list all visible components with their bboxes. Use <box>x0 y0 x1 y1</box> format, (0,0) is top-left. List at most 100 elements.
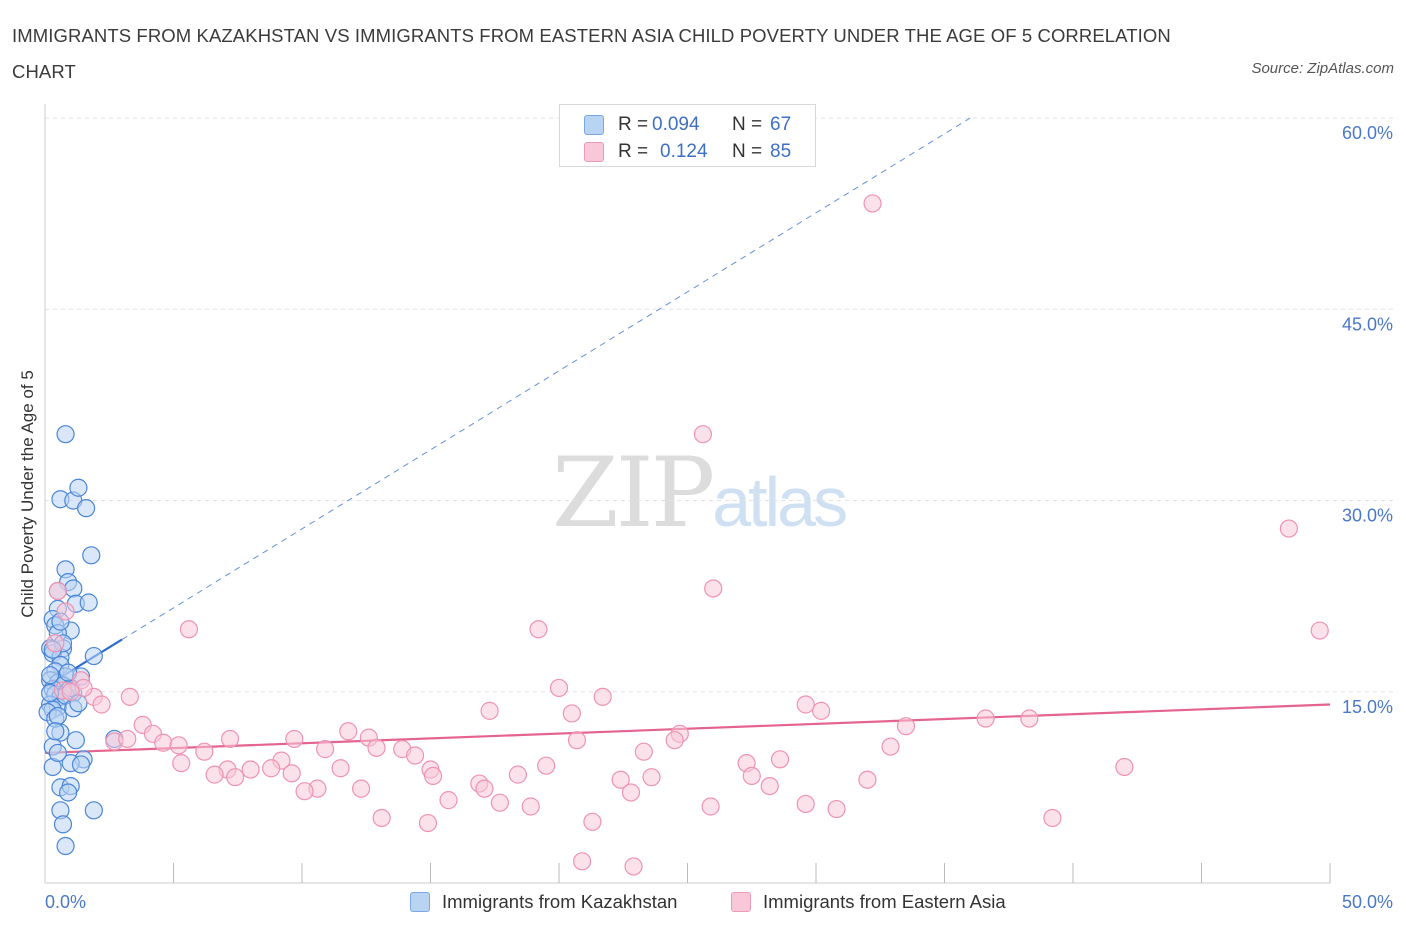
eastern-asia-point <box>241 760 260 779</box>
source-credit: Source: ZipAtlas.com <box>1251 60 1394 77</box>
legend-r-label: R = <box>618 114 649 135</box>
eastern-asia-point <box>521 797 540 816</box>
correlation-legend: R = 0.094 N = 67 R = 0.124 N = 85 <box>559 104 816 167</box>
eastern-asia-point <box>796 794 815 814</box>
kazakhstan-trend-extension <box>121 117 971 640</box>
y-tick-label: 30.0% <box>1342 506 1393 526</box>
eastern-asia-point <box>624 857 643 876</box>
eastern-asia-point <box>621 783 641 802</box>
eastern-asia-point <box>573 852 592 871</box>
legend-n-value: 67 <box>770 114 792 135</box>
eastern-asia-point <box>704 579 723 598</box>
y-tick-label: 15.0% <box>1342 697 1393 717</box>
eastern-asia-point <box>56 602 75 621</box>
eastern-asia-point <box>367 738 386 757</box>
eastern-asia-point <box>339 722 358 741</box>
eastern-asia-point <box>634 742 653 761</box>
y-axis-title: Child Poverty Under the Age of 5 <box>18 370 37 618</box>
eastern-asia-point <box>226 768 245 787</box>
eastern-asia-point <box>1020 709 1039 728</box>
eastern-asia-point <box>220 729 240 749</box>
eastern-asia-point <box>46 634 65 653</box>
kazakhstan-point <box>56 425 75 444</box>
kazakhstan-point <box>66 731 85 750</box>
y-tick-label: 60.0% <box>1342 123 1393 143</box>
bottom-legend-swatch-kazakhstan <box>410 892 430 912</box>
eastern-asia-point <box>316 740 335 759</box>
eastern-asia-point <box>92 695 111 714</box>
eastern-asia-point <box>896 717 916 736</box>
eastern-asia-point <box>285 729 304 749</box>
bottom-legend-eastern-asia: Immigrants from Eastern Asia <box>731 889 1006 915</box>
kazakhstan-point <box>64 579 83 598</box>
eastern-asia-point <box>475 779 494 798</box>
eastern-asia-point <box>567 731 587 750</box>
kazakhstan-point <box>48 743 67 763</box>
eastern-asia-point <box>172 754 191 773</box>
eastern-asia-point <box>262 759 281 778</box>
eastern-asia-point <box>562 704 581 723</box>
eastern-asia-point <box>760 776 779 796</box>
kazakhstan-point <box>46 722 65 741</box>
data-points <box>38 194 1329 876</box>
eastern-asia-point <box>205 765 224 784</box>
eastern-asia-point <box>1115 757 1134 777</box>
kazakhstan-point <box>53 815 73 834</box>
watermark-atlas: atlas <box>712 463 848 541</box>
eastern-asia-point <box>593 687 612 706</box>
eastern-asia-point <box>701 797 720 816</box>
eastern-asia-point <box>480 701 499 720</box>
eastern-asia-point <box>490 793 509 812</box>
kazakhstan-point <box>71 755 91 774</box>
bottom-legend-kazakhstan: Immigrants from Kazakhstan <box>410 889 677 915</box>
eastern-asia-point <box>439 791 458 810</box>
legend-n-value: 85 <box>770 141 792 162</box>
legend-n-label: N = <box>732 141 763 162</box>
legend-r-label: R = <box>618 141 649 162</box>
kazakhstan-point <box>59 783 78 802</box>
eastern-asia-point <box>770 750 790 769</box>
legend-swatch-eastern-asia <box>584 142 604 162</box>
x-tick-label: 50.0% <box>1342 892 1393 912</box>
kazakhstan-point <box>69 478 88 497</box>
kazakhstan-point <box>56 836 75 856</box>
eastern-asia-point <box>372 808 391 828</box>
kazakhstan-point <box>77 499 96 518</box>
eastern-asia-point <box>48 581 67 601</box>
zipatlas-watermark: ZIPatlas <box>552 437 848 549</box>
kazakhstan-point <box>84 646 103 666</box>
legend-swatch-kazakhstan <box>584 115 604 135</box>
eastern-asia-point <box>858 770 877 789</box>
eastern-asia-point <box>179 620 199 639</box>
eastern-asia-trend-line <box>44 703 1331 755</box>
eastern-asia-point <box>169 736 188 755</box>
axes <box>44 104 1331 884</box>
eastern-asia-point <box>195 742 214 761</box>
kazakhstan-point <box>41 666 60 685</box>
trend-lines <box>44 117 1331 755</box>
eastern-asia-point <box>331 759 350 778</box>
eastern-asia-point <box>529 620 548 639</box>
eastern-asia-point <box>61 682 80 701</box>
eastern-asia-point <box>642 768 661 787</box>
kazakhstan-point <box>84 801 103 820</box>
kazakhstan-point <box>82 546 101 565</box>
legend-n-label: N = <box>732 114 763 135</box>
x-tick-label: 0.0% <box>45 892 86 912</box>
eastern-asia-point <box>549 678 569 698</box>
eastern-asia-point <box>863 194 882 213</box>
eastern-asia-point <box>154 733 173 752</box>
y-tick-label: 45.0% <box>1342 314 1393 334</box>
legend-r-value: 0.124 <box>660 141 708 162</box>
eastern-asia-point <box>611 770 630 789</box>
bottom-legend-label-eastern-asia: Immigrants from Eastern Asia <box>763 891 1006 912</box>
bottom-legend-label-kazakhstan: Immigrants from Kazakhstan <box>442 891 678 912</box>
kazakhstan-point <box>79 593 98 612</box>
eastern-asia-point <box>742 766 761 786</box>
eastern-asia-point <box>796 695 815 714</box>
chart-title: IMMIGRANTS FROM KAZAKHSTAN VS IMMIGRANTS… <box>12 25 1171 82</box>
eastern-asia-point <box>352 779 371 798</box>
eastern-asia-point <box>418 813 438 833</box>
eastern-asia-point <box>583 812 602 831</box>
